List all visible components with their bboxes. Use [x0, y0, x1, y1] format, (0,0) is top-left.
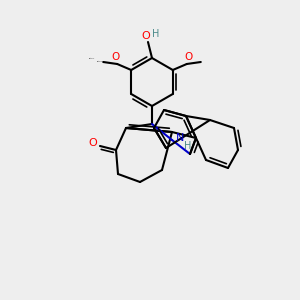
Text: O: O [142, 31, 150, 41]
Text: N: N [176, 133, 184, 143]
Text: H: H [152, 29, 160, 39]
Text: methoxy: methoxy [97, 61, 103, 62]
Text: O: O [111, 52, 119, 62]
Text: methoxy: methoxy [89, 58, 95, 59]
Text: H: H [184, 141, 192, 151]
Text: O: O [185, 52, 193, 62]
Text: O: O [88, 138, 98, 148]
